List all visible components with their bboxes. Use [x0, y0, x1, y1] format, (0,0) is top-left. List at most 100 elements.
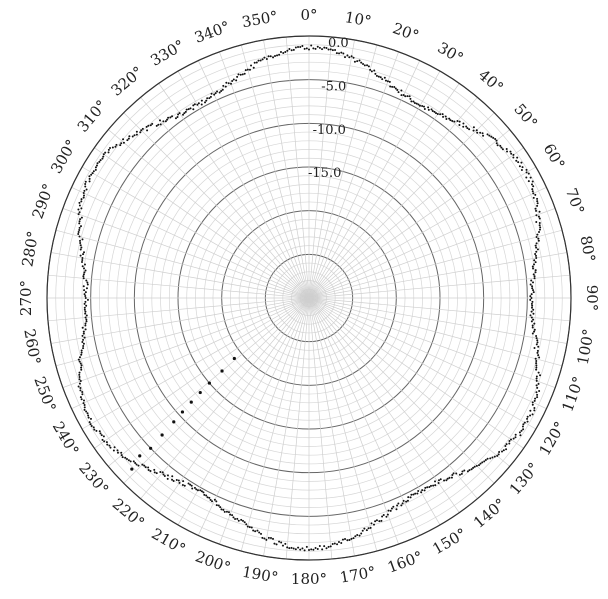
data-point	[135, 463, 138, 466]
data-point	[89, 423, 92, 426]
data-point	[85, 287, 88, 290]
data-point	[187, 108, 190, 111]
data-point	[78, 235, 81, 238]
data-point	[385, 515, 388, 518]
data-point	[151, 122, 154, 125]
data-point	[81, 265, 84, 268]
data-point	[321, 548, 324, 551]
data-point	[193, 103, 196, 106]
theta-gridline	[47, 274, 310, 299]
data-point	[426, 486, 429, 489]
data-point	[81, 261, 84, 264]
data-point	[222, 508, 225, 511]
data-point	[139, 131, 142, 134]
data-point	[450, 476, 453, 479]
data-point	[77, 230, 80, 233]
data-point	[535, 250, 538, 253]
data-point	[208, 97, 211, 100]
data-point	[102, 435, 105, 438]
data-point	[404, 95, 407, 98]
data-point	[276, 54, 279, 57]
data-point	[84, 295, 87, 298]
data-point	[159, 119, 161, 122]
theta-gridline	[62, 297, 310, 388]
theta-tick-label: 150°	[429, 525, 469, 559]
data-point	[269, 55, 272, 58]
data-point	[84, 328, 87, 331]
data-point	[336, 543, 339, 546]
data-point	[297, 546, 300, 549]
data-point	[378, 520, 381, 523]
data-point	[299, 548, 302, 551]
data-point	[78, 371, 81, 374]
theta-gridline	[108, 129, 310, 299]
data-point	[493, 455, 496, 458]
data-point	[397, 502, 400, 505]
theta-tick-label: 210°	[148, 525, 188, 559]
r-tick-label: -10.0	[313, 123, 346, 138]
data-point	[99, 159, 102, 162]
data-point	[115, 143, 118, 146]
data-point	[90, 424, 93, 427]
data-point	[525, 168, 528, 171]
data-point	[236, 517, 239, 520]
data-point	[101, 438, 104, 441]
data-point	[537, 354, 540, 357]
theta-gridline	[219, 297, 310, 545]
data-point	[95, 429, 98, 432]
data-point	[494, 138, 497, 141]
data-point	[84, 180, 87, 183]
data-point	[535, 236, 538, 239]
data-point	[432, 484, 435, 487]
data-point	[374, 520, 377, 523]
data-point	[84, 312, 87, 315]
data-point	[410, 493, 413, 496]
data-point	[199, 489, 202, 492]
data-point	[535, 337, 538, 340]
data-point	[273, 542, 276, 545]
data-point	[134, 461, 137, 464]
data-point	[141, 463, 144, 466]
data-point	[462, 125, 465, 128]
data-point	[410, 100, 413, 103]
data-point	[370, 70, 373, 73]
data-point	[472, 466, 475, 469]
data-point	[527, 172, 530, 175]
data-point	[82, 285, 85, 288]
data-point	[479, 462, 482, 465]
data-point	[417, 103, 420, 106]
data-point	[83, 189, 86, 192]
data-point	[538, 210, 541, 213]
data-point	[87, 414, 90, 417]
data-point	[439, 478, 442, 481]
data-point	[82, 277, 85, 280]
data-point	[536, 386, 539, 389]
data-point	[147, 468, 150, 471]
data-point	[325, 47, 328, 50]
data-point	[417, 489, 420, 492]
data-point	[84, 322, 87, 325]
data-point	[254, 530, 257, 533]
data-point	[406, 499, 409, 502]
data-point	[149, 469, 152, 472]
theta-gridline	[140, 97, 310, 299]
data-point	[436, 113, 439, 116]
data-point	[216, 90, 219, 93]
data-point	[161, 471, 164, 474]
data-point	[529, 414, 532, 417]
data-point	[405, 500, 408, 503]
data-point	[94, 168, 97, 171]
data-point	[488, 134, 491, 137]
data-point	[481, 461, 484, 464]
data-point	[80, 225, 82, 228]
data-point	[176, 116, 179, 119]
data-point	[384, 79, 387, 82]
theta-tick-label: 260°	[20, 327, 44, 366]
data-point	[86, 283, 89, 286]
data-point	[105, 441, 108, 444]
theta-tick-label: 280°	[18, 229, 42, 268]
data-point	[439, 113, 442, 116]
data-point	[243, 72, 246, 75]
data-point	[210, 92, 213, 95]
data-point	[178, 112, 181, 115]
